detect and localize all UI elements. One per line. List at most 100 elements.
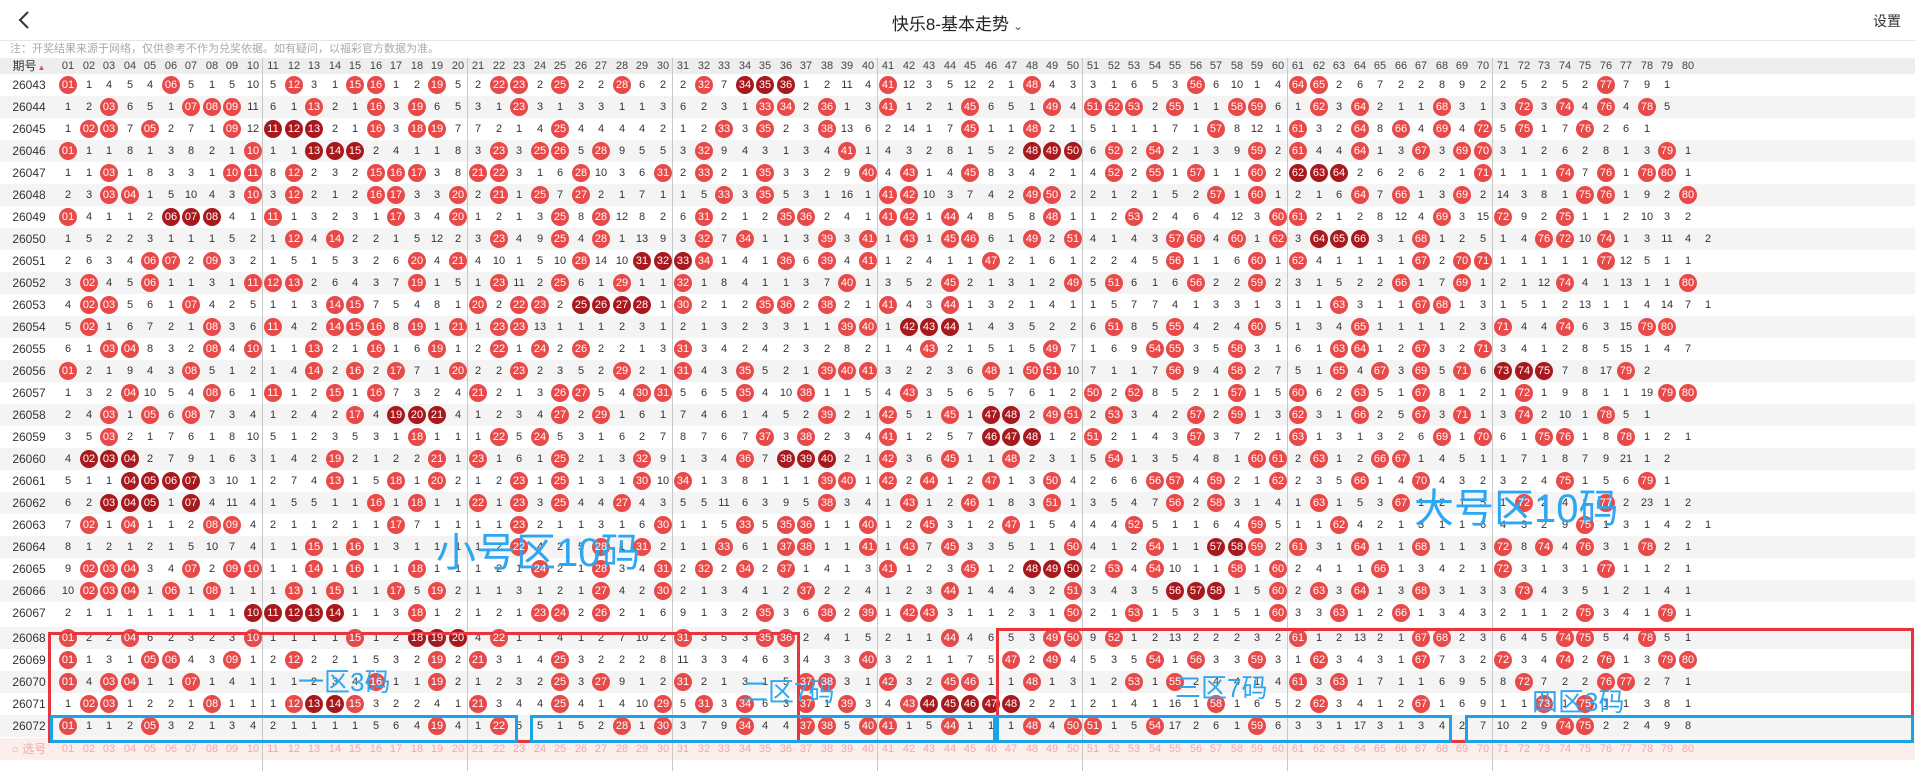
pick-number-button[interactable]: 21 (471, 743, 485, 755)
pick-number-button[interactable]: 58 (1230, 743, 1244, 755)
pick-number-button[interactable]: 20 (451, 743, 465, 755)
pick-number-button[interactable]: 13 (307, 743, 321, 755)
pick-number-button[interactable]: 69 (1455, 743, 1469, 755)
pick-number-button[interactable]: 23 (512, 743, 526, 755)
pick-number-button[interactable]: 55 (1168, 743, 1182, 755)
pick-number-button[interactable]: 22 (492, 743, 506, 755)
pick-number-button[interactable]: 25 (553, 743, 567, 755)
pick-number-button[interactable]: 38 (820, 743, 834, 755)
pick-number-button[interactable]: 62 (1312, 743, 1326, 755)
pick-number-button[interactable]: 09 (225, 743, 239, 755)
pick-number-button[interactable]: 61 (1291, 743, 1305, 755)
pick-number-button[interactable]: 68 (1435, 743, 1449, 755)
pick-number-button[interactable]: 45 (963, 743, 977, 755)
drawn-number-ball: 49 (1042, 140, 1062, 162)
pick-number-button[interactable]: 49 (1045, 743, 1059, 755)
pick-number-button[interactable]: 35 (758, 743, 772, 755)
pick-number-button[interactable]: 05 (143, 743, 157, 755)
pick-number-button[interactable]: 50 (1066, 743, 1080, 755)
pick-number-button[interactable]: 36 (779, 743, 793, 755)
pick-number-button[interactable]: 51 (1086, 743, 1100, 755)
pick-number-button[interactable]: 28 (615, 743, 629, 755)
omission-count: 3 (864, 698, 872, 710)
period-header[interactable]: 期号▲ (0, 58, 58, 76)
pick-number-button[interactable]: 16 (369, 743, 383, 755)
pick-number-button[interactable]: 47 (1004, 743, 1018, 755)
back-button[interactable] (10, 6, 40, 34)
drawn-number-ball: 49 (1022, 228, 1042, 250)
pick-number-button[interactable]: 41 (881, 743, 895, 755)
pick-number-button[interactable]: 40 (861, 743, 875, 755)
pick-number-button[interactable]: 71 (1496, 743, 1510, 755)
pick-number-button[interactable]: 75 (1578, 743, 1592, 755)
omission-count: 1 (1048, 431, 1056, 443)
pick-number-button[interactable]: 31 (676, 743, 690, 755)
pick-number-button[interactable]: 04 (123, 743, 137, 755)
pick-number-button[interactable]: 34 (738, 743, 752, 755)
drawn-number-ball: 03 (99, 338, 119, 360)
pick-number-button[interactable]: 63 (1332, 743, 1346, 755)
pick-number-button[interactable]: 65 (1373, 743, 1387, 755)
pick-number-button[interactable]: 54 (1148, 743, 1162, 755)
pick-number-button[interactable]: 66 (1394, 743, 1408, 755)
pick-label[interactable]: ○ 选号 (0, 738, 58, 760)
pick-number-button[interactable]: 46 (984, 743, 998, 755)
pick-number-button[interactable]: 48 (1025, 743, 1039, 755)
omission-count: 1 (474, 563, 482, 575)
pick-number-button[interactable]: 33 (717, 743, 731, 755)
pick-number-button[interactable]: 59 (1250, 743, 1264, 755)
pick-number-button[interactable]: 64 (1353, 743, 1367, 755)
pick-number-button[interactable]: 27 (594, 743, 608, 755)
pick-number-button[interactable]: 15 (348, 743, 362, 755)
pick-number-button[interactable]: 79 (1660, 743, 1674, 755)
pick-number-button[interactable]: 53 (1127, 743, 1141, 755)
page-title-dropdown[interactable]: 快乐8-基本走势 ⌄ (0, 10, 1915, 35)
pick-number-button[interactable]: 76 (1599, 743, 1613, 755)
pick-number-button[interactable]: 60 (1271, 743, 1285, 755)
pick-number-button[interactable]: 18 (410, 743, 424, 755)
pick-number-button[interactable]: 74 (1558, 743, 1572, 755)
pick-number-button[interactable]: 52 (1107, 743, 1121, 755)
pick-number-button[interactable]: 32 (697, 743, 711, 755)
omission-count: 3 (474, 233, 482, 245)
ball-number: 70 (1476, 145, 1490, 157)
pick-number-button[interactable]: 42 (902, 743, 916, 755)
drawn-number-ball: 77 (1596, 250, 1616, 272)
pick-number-button[interactable]: 73 (1537, 743, 1551, 755)
settings-button[interactable]: 设置 (1873, 13, 1901, 29)
omission-count: 6 (249, 321, 257, 333)
pick-number-button[interactable]: 72 (1517, 743, 1531, 755)
pick-number-button[interactable]: 70 (1476, 743, 1490, 755)
pick-number-button[interactable]: 17 (389, 743, 403, 755)
pick-number-button[interactable]: 78 (1640, 743, 1654, 755)
pick-number-button[interactable]: 56 (1189, 743, 1203, 755)
omission-count: 3 (331, 167, 339, 179)
pick-number-button[interactable]: 07 (184, 743, 198, 755)
pick-number-button[interactable]: 39 (840, 743, 854, 755)
pick-number-button[interactable]: 02 (82, 743, 96, 755)
pick-number-button[interactable]: 11 (267, 743, 279, 755)
omission-count: 6 (167, 409, 175, 421)
pick-number-button[interactable]: 01 (61, 743, 75, 755)
pick-number-button[interactable]: 77 (1619, 743, 1633, 755)
pick-number-button[interactable]: 57 (1209, 743, 1223, 755)
pick-number-button[interactable]: 30 (656, 743, 670, 755)
omission-count: 1 (700, 585, 708, 597)
pick-number-button[interactable]: 06 (164, 743, 178, 755)
pick-number-button[interactable]: 14 (328, 743, 342, 755)
pick-number-button[interactable]: 43 (922, 743, 936, 755)
pick-number-button[interactable]: 08 (205, 743, 219, 755)
omission-count: 4 (925, 255, 933, 267)
number-column-header: 66 (1394, 60, 1408, 72)
pick-number-button[interactable]: 24 (533, 743, 547, 755)
pick-number-button[interactable]: 03 (102, 743, 116, 755)
pick-number-button[interactable]: 12 (287, 743, 301, 755)
pick-number-button[interactable]: 26 (574, 743, 588, 755)
pick-number-button[interactable]: 19 (430, 743, 444, 755)
pick-number-button[interactable]: 44 (943, 743, 957, 755)
pick-number-button[interactable]: 29 (635, 743, 649, 755)
pick-number-button[interactable]: 37 (799, 743, 813, 755)
pick-number-button[interactable]: 80 (1681, 743, 1695, 755)
pick-number-button[interactable]: 10 (246, 743, 260, 755)
pick-number-button[interactable]: 67 (1414, 743, 1428, 755)
